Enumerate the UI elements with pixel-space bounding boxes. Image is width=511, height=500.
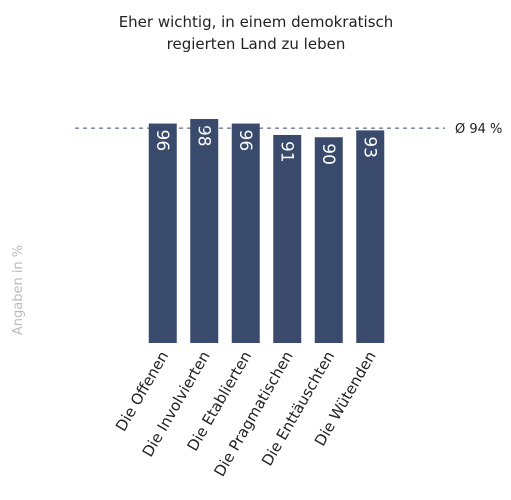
value-label: 96 xyxy=(235,130,255,152)
chart-title: Eher wichtig, in einem demokratisch xyxy=(119,13,394,31)
value-label: 93 xyxy=(359,136,379,158)
value-label: 98 xyxy=(193,125,213,147)
bar xyxy=(148,123,177,343)
value-label: 96 xyxy=(152,130,172,152)
chart-title: regierten Land zu leben xyxy=(167,35,346,53)
value-label: 91 xyxy=(276,141,296,163)
bar xyxy=(190,118,219,343)
bar xyxy=(356,130,385,343)
average-label: Ø 94 % xyxy=(455,122,502,137)
bar xyxy=(231,123,260,343)
bar xyxy=(314,137,343,343)
value-label: 90 xyxy=(318,143,338,165)
bar xyxy=(273,134,302,343)
y-axis-label: Angaben in % xyxy=(11,245,26,335)
